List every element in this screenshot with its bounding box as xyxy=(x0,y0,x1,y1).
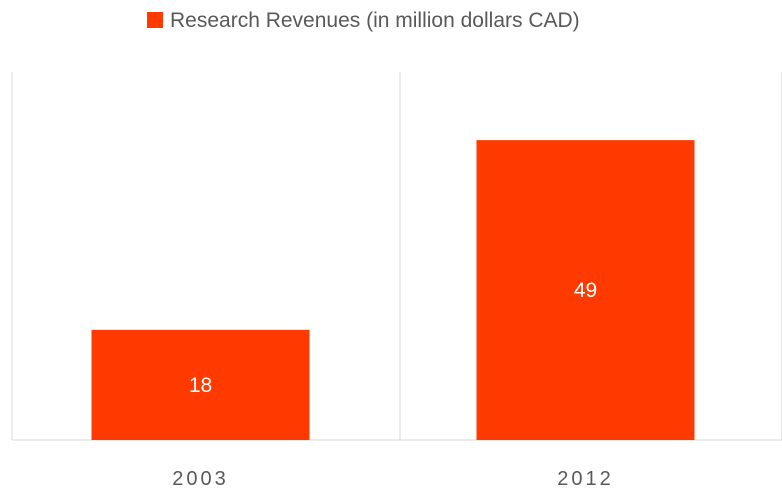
legend-label: Research Revenues (in million dollars CA… xyxy=(170,9,580,32)
bar-2003 xyxy=(91,329,310,440)
legend-swatch xyxy=(147,12,163,28)
legend: Research Revenues (in million dollars CA… xyxy=(147,9,580,32)
x-axis-tick-labels: 2003 2012 xyxy=(172,468,614,490)
bar-2012 xyxy=(476,140,695,440)
x-tick-label-2012: 2012 xyxy=(557,468,614,490)
x-tick-label-2003: 2003 xyxy=(172,468,229,490)
data-label-2003: 18 xyxy=(189,374,212,397)
data-label-2012: 49 xyxy=(574,279,597,302)
